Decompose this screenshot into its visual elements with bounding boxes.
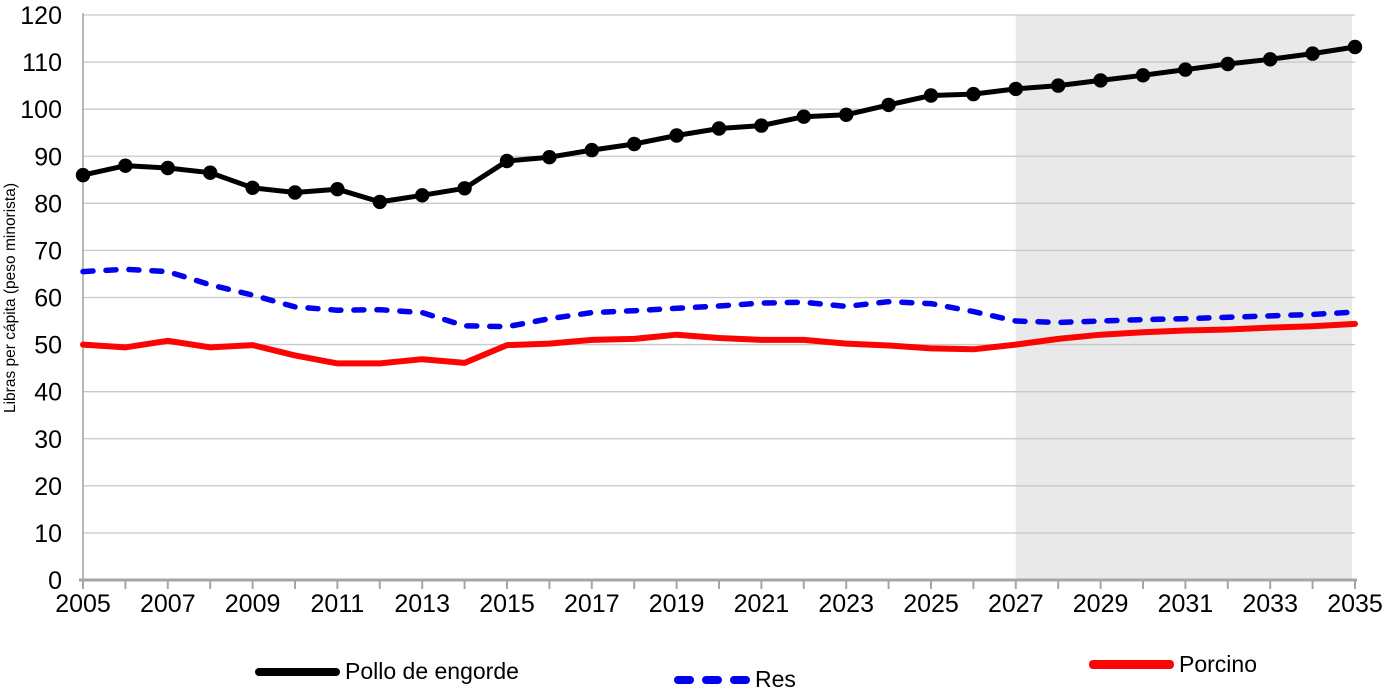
y-tick-label-80: 80 bbox=[34, 190, 62, 218]
y-tick-label-10: 10 bbox=[34, 520, 62, 548]
data-point-2011 bbox=[330, 182, 345, 197]
x-tick-label-2033: 2033 bbox=[1242, 590, 1298, 618]
data-point-2029 bbox=[1093, 73, 1108, 88]
x-tick-label-2017: 2017 bbox=[564, 590, 620, 618]
data-point-2015 bbox=[499, 153, 515, 169]
data-point-2008 bbox=[203, 165, 218, 180]
data-point-2014 bbox=[457, 181, 472, 196]
data-point-2012 bbox=[372, 194, 387, 210]
x-tick-label-2009: 2009 bbox=[225, 590, 281, 618]
x-axis-tick-labels: 2005 2007 2009 2011 2013 2015 2017 2019 2021 2023… bbox=[55, 590, 1383, 618]
data-point-2026 bbox=[966, 86, 981, 102]
x-tick-label-2005: 2005 bbox=[55, 590, 111, 618]
data-point-2013 bbox=[415, 188, 430, 203]
data-point-2024 bbox=[881, 97, 896, 113]
y-tick-label-20: 20 bbox=[34, 473, 62, 501]
x-tick-label-2029: 2029 bbox=[1073, 590, 1129, 618]
series-line-porcino bbox=[80, 320, 1358, 367]
res-dashed-line-swatch-icon bbox=[674, 675, 750, 684]
x-tick-label-2015: 2015 bbox=[479, 590, 535, 618]
data-point-2025 bbox=[923, 88, 939, 103]
data-point-2023 bbox=[839, 107, 854, 123]
x-tick-label-2031: 2031 bbox=[1158, 590, 1214, 618]
data-point-2027 bbox=[1008, 81, 1023, 97]
axes bbox=[79, 13, 1357, 589]
series-pollo-de-engorde bbox=[75, 39, 1363, 210]
y-tick-label-120: 120 bbox=[20, 2, 62, 30]
y-tick-label-40: 40 bbox=[34, 379, 62, 407]
legend-item-porcino: Porcino bbox=[1089, 653, 1257, 676]
x-tick-label-2021: 2021 bbox=[734, 590, 790, 618]
series-porcino bbox=[80, 320, 1358, 367]
data-point-2017 bbox=[584, 142, 599, 158]
legend-label-porcino: Porcino bbox=[1179, 651, 1257, 677]
data-point-2005 bbox=[75, 167, 91, 183]
data-point-2006 bbox=[118, 158, 133, 173]
y-tick-label-110: 110 bbox=[22, 49, 62, 77]
data-point-2019 bbox=[669, 128, 684, 143]
data-point-2034 bbox=[1305, 46, 1320, 61]
x-tick-label-2023: 2023 bbox=[818, 590, 874, 618]
pollo-de-engorde-line-swatch-icon bbox=[255, 667, 340, 676]
y-tick-label-50: 50 bbox=[34, 332, 62, 360]
data-point-2009 bbox=[245, 180, 260, 195]
y-tick-label-0: 0 bbox=[48, 567, 62, 595]
x-tick-label-2035: 2035 bbox=[1327, 590, 1383, 618]
y-axis-tick-labels: 0 10 20 30 40 50 60 70 80 90 100 110 120 bbox=[20, 2, 62, 595]
data-point-2030 bbox=[1135, 68, 1151, 83]
y-axis-title: Libras per cápita (peso minorista) bbox=[2, 183, 19, 413]
data-point-2022 bbox=[796, 109, 811, 124]
data-point-2016 bbox=[542, 150, 557, 165]
x-tick-label-2013: 2013 bbox=[394, 590, 450, 618]
y-tick-label-90: 90 bbox=[34, 143, 62, 171]
x-tick-label-2025: 2025 bbox=[903, 590, 959, 618]
y-tick-label-70: 70 bbox=[34, 237, 62, 265]
data-point-2035 bbox=[1347, 39, 1363, 55]
x-tick-label-2027: 2027 bbox=[988, 590, 1044, 618]
x-tick-label-2019: 2019 bbox=[649, 590, 705, 618]
series-line-res bbox=[80, 266, 1358, 330]
legend-item-res: Res bbox=[674, 668, 796, 691]
data-point-2033 bbox=[1263, 52, 1278, 67]
data-point-2007 bbox=[160, 160, 175, 176]
legend-label-res: Res bbox=[755, 666, 796, 692]
gridlines bbox=[83, 14, 1355, 534]
data-point-2010 bbox=[287, 185, 303, 200]
data-point-2021 bbox=[754, 118, 769, 133]
y-tick-label-100: 100 bbox=[20, 96, 62, 124]
x-tick-label-2007: 2007 bbox=[140, 590, 196, 618]
series-res bbox=[80, 266, 1358, 330]
data-point-2028 bbox=[1051, 78, 1066, 93]
legend-label-pollo-de-engorde: Pollo de engorde bbox=[345, 658, 519, 684]
data-point-2020 bbox=[711, 121, 727, 136]
porcino-line-swatch-icon bbox=[1089, 660, 1174, 669]
y-tick-label-30: 30 bbox=[34, 426, 62, 454]
y-tick-label-60: 60 bbox=[34, 285, 62, 313]
legend-item-pollo-de-engorde: Pollo de engorde bbox=[255, 660, 519, 683]
x-tick-label-2011: 2011 bbox=[311, 590, 365, 618]
data-point-2018 bbox=[627, 136, 642, 152]
data-point-2031 bbox=[1178, 62, 1193, 77]
data-point-2032 bbox=[1220, 56, 1236, 72]
